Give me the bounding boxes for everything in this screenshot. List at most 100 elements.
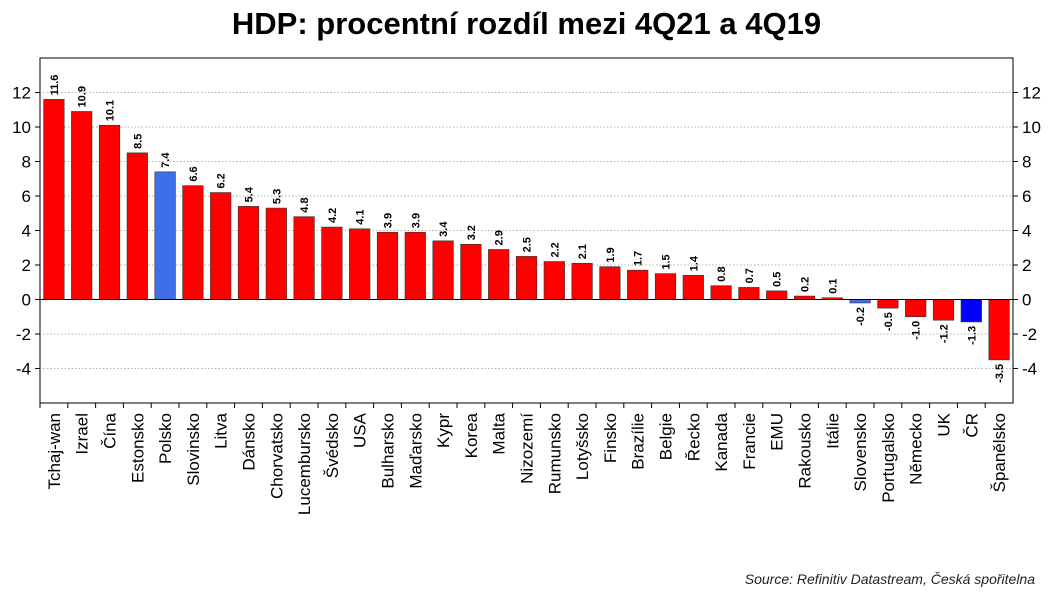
data-label: 6.6	[188, 166, 200, 181]
data-label: 0.2	[800, 277, 812, 292]
category-label: Slovensko	[851, 413, 870, 491]
bar	[460, 244, 482, 300]
category-label: Rakousko	[796, 413, 815, 489]
data-label: -1.3	[966, 326, 978, 345]
category-label: USA	[351, 412, 370, 448]
data-label: 1.9	[605, 247, 617, 262]
y-tick-label-right: 10	[1022, 118, 1041, 137]
data-label: 0.7	[744, 268, 756, 283]
category-label: Lucembursko	[295, 413, 314, 515]
category-label: Izrael	[73, 413, 92, 455]
category-label: UK	[935, 412, 954, 436]
bar	[905, 299, 927, 318]
y-tick-label-right: 8	[1022, 153, 1031, 172]
data-label: -1.2	[939, 324, 951, 343]
category-label: Nizozemí	[518, 413, 537, 484]
y-tick-label-left: 0	[22, 291, 31, 310]
category-label: EMU	[768, 413, 787, 451]
bar	[210, 192, 232, 300]
data-label: 2.1	[577, 244, 589, 259]
y-tick-label-left: 4	[22, 222, 31, 241]
y-tick-label-right: -2	[1022, 325, 1037, 344]
bar	[766, 290, 788, 300]
y-tick-label-left: 12	[12, 84, 31, 103]
y-tick-label-right: 0	[1022, 291, 1031, 310]
category-label: Korea	[462, 412, 481, 458]
bar	[154, 171, 176, 300]
y-tick-label-left: 8	[22, 153, 31, 172]
category-label: Bulharsko	[379, 413, 398, 489]
bar	[71, 111, 93, 300]
category-label: Německo	[907, 413, 926, 485]
bar	[515, 256, 538, 300]
bar	[627, 269, 649, 300]
bar	[404, 231, 426, 300]
data-label: 7.4	[160, 152, 172, 168]
category-label: Španělsko	[990, 413, 1009, 492]
data-label: 5.4	[244, 186, 256, 202]
category-label: Brazílie	[629, 413, 648, 470]
bar	[376, 231, 399, 300]
bar	[43, 99, 65, 300]
chart-title: HDP: procentní rozdíl mezi 4Q21 a 4Q19	[231, 6, 822, 41]
category-label: Litva	[212, 412, 231, 448]
bar	[488, 249, 510, 300]
data-label: 4.1	[355, 209, 367, 224]
category-label: Kypr	[434, 413, 453, 448]
bar	[988, 299, 1010, 361]
category-label: Francie	[740, 413, 759, 470]
category-label: Maďarsko	[406, 413, 425, 489]
category-label: Estonsko	[128, 413, 147, 483]
bar	[682, 275, 704, 300]
category-label: Řecko	[684, 413, 703, 461]
data-label: 1.5	[661, 254, 673, 269]
bar	[932, 299, 955, 321]
data-label: 2.5	[522, 237, 534, 252]
data-label: 0.8	[716, 266, 728, 281]
y-tick-label-right: -4	[1022, 360, 1037, 379]
data-label: 5.3	[271, 189, 283, 204]
data-label: 0.1	[827, 278, 839, 293]
data-label: 6.2	[216, 173, 228, 188]
bar	[543, 261, 565, 300]
y-tick-label-left: 6	[22, 187, 31, 206]
category-label: Čína	[101, 412, 120, 448]
bar	[321, 226, 343, 300]
category-label: Polsko	[156, 413, 175, 464]
data-label: -3.5	[994, 364, 1006, 383]
category-label: Portugalsko	[879, 413, 898, 503]
bar	[599, 266, 621, 300]
data-label: 3.9	[410, 213, 422, 228]
data-label: 10.9	[77, 86, 89, 107]
category-label: Kanada	[712, 412, 731, 471]
bar	[960, 299, 982, 323]
data-label: -0.5	[883, 312, 895, 331]
y-tick-label-right: 6	[1022, 187, 1031, 206]
data-label: 2.2	[549, 242, 561, 257]
y-tick-label-right: 4	[1022, 222, 1031, 241]
bar	[432, 240, 454, 300]
bar	[793, 295, 816, 300]
category-label: Malta	[490, 412, 509, 454]
bar	[738, 287, 760, 300]
data-label: 3.2	[466, 225, 478, 240]
bar	[571, 262, 593, 300]
y-tick-label-left: 10	[12, 118, 31, 137]
data-label: 4.8	[299, 197, 311, 212]
bar	[654, 273, 677, 300]
data-label: -1.0	[911, 321, 923, 340]
data-label: 1.4	[688, 255, 700, 271]
category-label: ČR	[962, 413, 981, 438]
data-label: 10.1	[105, 100, 117, 121]
category-label: Finsko	[601, 413, 620, 463]
bar	[98, 124, 121, 300]
bar	[126, 152, 148, 300]
data-label: 1.7	[633, 251, 645, 266]
data-label: 4.2	[327, 208, 339, 223]
y-tick-label-right: 12	[1022, 84, 1041, 103]
bar	[182, 185, 204, 300]
data-label: 3.9	[383, 213, 395, 228]
category-label: Belgie	[657, 413, 676, 460]
data-label: 11.6	[49, 75, 61, 96]
